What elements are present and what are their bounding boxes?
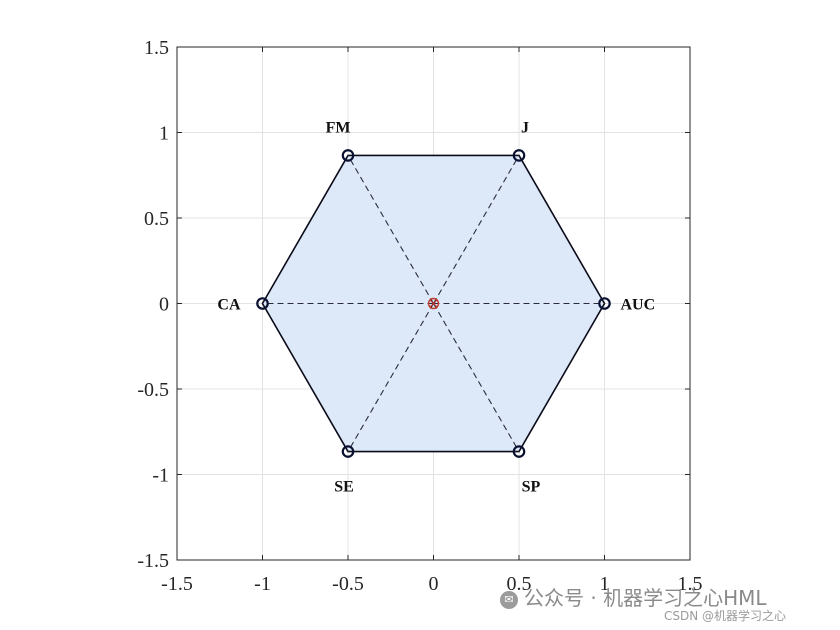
- vertex-label-fm: FM: [326, 119, 351, 136]
- y-tick-label: -1: [152, 465, 169, 487]
- watermark-line1: ✉ 公众号 · 机器学习之心HML: [500, 582, 767, 611]
- center-circle: [427, 297, 440, 310]
- spoke-line: [347, 155, 434, 304]
- vertex-markers: [256, 149, 611, 458]
- y-tick-label: 0.5: [144, 208, 169, 230]
- center-marker: [427, 297, 440, 310]
- vertex-marker: [341, 149, 355, 162]
- vertex-labels: AUC J FM CA SE SP: [217, 119, 655, 495]
- axis-ticks: -1.5 -1 -0.5 0 0.5 1 1.5 1.5 1 0.5 0 -0.5 -1 -1.5: [137, 37, 702, 595]
- x-tick-label: 1.5: [678, 573, 703, 595]
- spoke-line: [433, 155, 520, 304]
- x-tick-label: 0.5: [507, 573, 532, 595]
- x-tick-label: 1: [600, 573, 610, 595]
- x-tick-label: -0.5: [332, 573, 364, 595]
- x-tick-label: 0: [429, 573, 439, 595]
- spoke-line: [433, 303, 520, 452]
- spoke-line: [347, 303, 434, 452]
- vertex-marker: [512, 149, 526, 162]
- vertex-marker: [512, 445, 526, 458]
- vertex-label-auc: AUC: [621, 297, 656, 314]
- center-cross: [429, 299, 438, 308]
- wechat-icon: ✉: [500, 590, 518, 609]
- vertex-marker: [341, 445, 355, 458]
- vertex-marker: [598, 297, 611, 310]
- x-tick-label: -1.5: [161, 573, 193, 595]
- watermark-line2: CSDN @机器学习之心: [664, 609, 787, 623]
- vertex-label-j: J: [521, 119, 529, 136]
- spoke-lines: [262, 155, 605, 452]
- y-tick-label: -0.5: [137, 379, 169, 401]
- vertex-label-sp: SP: [522, 479, 541, 496]
- y-tick-label: 1: [159, 123, 169, 145]
- vertex-label-ca: CA: [217, 297, 241, 314]
- vertex-label-se: SE: [334, 479, 354, 496]
- y-tick-label: 1.5: [144, 37, 169, 59]
- y-tick-label: 0: [159, 294, 169, 316]
- x-tick-label: -1: [254, 573, 271, 595]
- vertex-marker: [256, 297, 269, 310]
- y-tick-label: -1.5: [137, 550, 169, 572]
